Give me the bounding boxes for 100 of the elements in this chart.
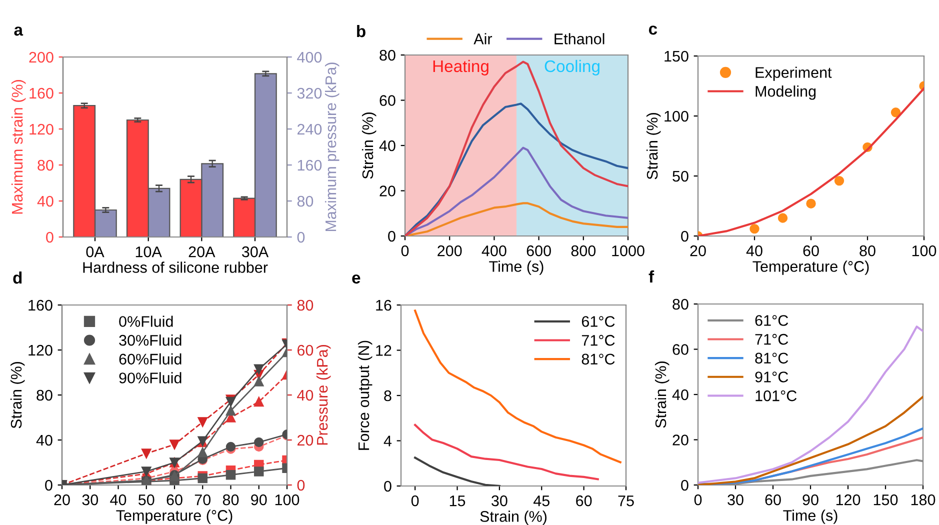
legend-label: Experiment: [756, 66, 832, 81]
y2-tick-label: 0: [297, 480, 305, 491]
legend-label: 81°C: [755, 352, 788, 364]
x-tick-label: 40: [746, 245, 762, 256]
y2-tick-label: 160: [298, 160, 322, 171]
y2-tick-label: 240: [297, 124, 322, 135]
legend-label: Ethanol: [554, 33, 604, 44]
x-tick-label: 15: [450, 496, 466, 506]
x-tick-label: 30: [492, 495, 508, 506]
legend-label: Modeling: [756, 86, 816, 100]
x-tick-label: 1000: [612, 245, 644, 256]
y2-tick-label: 40: [297, 390, 314, 401]
y-tick-label: 40: [672, 389, 688, 400]
y-tick-label: 20: [380, 186, 396, 196]
x-tick-label: 800: [571, 245, 596, 256]
x-tick-label: 0: [411, 495, 419, 506]
x-tick-label: 50: [138, 494, 154, 506]
y-tick-label: 20: [672, 434, 688, 446]
y-tick-label: 40: [36, 434, 52, 446]
chart-title: c: [648, 26, 658, 35]
x-tick-label: 30A: [242, 246, 269, 258]
band-label: Cooling: [544, 60, 600, 76]
x-axis-title: Time (s): [783, 510, 838, 524]
x-tick-label: 20: [54, 494, 70, 506]
x-tick-label: 150: [874, 494, 898, 506]
x-tick-label: 90: [802, 494, 818, 506]
legend-label: 61°C: [582, 316, 615, 327]
band-label: Heating: [433, 60, 488, 76]
x-tick-label: 0: [401, 245, 409, 256]
y-axis-title: Maximum strain (%): [11, 80, 26, 214]
y-tick-label: 16: [376, 300, 392, 311]
legend-label: 91°C: [755, 372, 788, 382]
x-tick-label: 60: [166, 494, 182, 506]
x-tick-label: 80: [860, 245, 876, 256]
y-tick-label: 100: [664, 110, 688, 122]
y2-axis-title: Maximum pressure (kPa): [324, 62, 340, 232]
y-tick-label: 60: [672, 344, 688, 355]
x-tick-label: 70: [194, 494, 211, 506]
x-axis-title: Temperature (°C): [116, 510, 232, 524]
x-tick-label: 60: [765, 494, 781, 506]
y2-tick-label: 0: [297, 232, 305, 243]
y2-axis-title: Pressure (kPa): [316, 345, 331, 445]
y-tick-label: 50: [672, 170, 688, 182]
chart-title: f: [648, 270, 654, 282]
x-tick-label: 40: [110, 494, 126, 506]
x-tick-label: 80: [222, 494, 239, 506]
legend-label: 81°C: [582, 354, 615, 365]
y-tick-label: 0: [45, 480, 52, 491]
x-tick-label: 20A: [188, 246, 216, 258]
legend-label: 71°C: [582, 334, 615, 346]
chart-title: e: [352, 274, 360, 284]
y-tick-label: 80: [38, 160, 54, 171]
x-tick-label: 45: [533, 496, 550, 506]
x-tick-label: 120: [836, 494, 860, 506]
x-tick-label: 180: [911, 494, 936, 506]
y-tick-label: 8: [384, 390, 392, 402]
x-tick-label: 75: [618, 496, 634, 506]
y2-tick-label: 400: [297, 52, 322, 63]
chart-title: d: [13, 271, 22, 284]
x-tick-label: 10A: [136, 246, 162, 258]
y-tick-label: 40: [379, 140, 396, 152]
y-tick-label: 150: [664, 50, 688, 62]
y-tick-label: 60: [380, 95, 396, 106]
y-tick-label: 200: [29, 52, 54, 63]
x-tick-label: 0A: [86, 246, 104, 258]
y2-tick-label: 60: [298, 344, 314, 356]
y2-tick-label: 80: [297, 196, 314, 207]
y2-tick-label: 20: [297, 434, 314, 446]
x-tick-label: 600: [526, 245, 551, 256]
x-tick-label: 100: [912, 245, 936, 256]
y-tick-label: 4: [384, 436, 392, 446]
legend-label: 60%Fluid: [119, 353, 182, 365]
y-tick-label: 80: [36, 390, 52, 401]
legend-label: 30%Fluid: [119, 334, 182, 346]
x-tick-label: 400: [482, 245, 506, 256]
y-tick-label: 0: [384, 480, 392, 492]
y-tick-label: 160: [30, 88, 54, 99]
x-tick-label: 20: [690, 245, 706, 256]
x-tick-label: 200: [438, 245, 462, 256]
y-tick-label: 0: [681, 480, 688, 491]
y-tick-label: 0: [681, 230, 688, 242]
x-axis-title: Hardness of silicone rubber: [83, 262, 268, 273]
y-tick-label: 40: [37, 196, 54, 207]
x-tick-label: 0: [694, 494, 702, 506]
y-tick-label: 80: [672, 298, 688, 310]
legend-label: 101°C: [756, 390, 797, 402]
y-tick-label: 12: [376, 345, 392, 356]
x-axis-title: Strain (%): [480, 510, 547, 525]
legend-label: 90%Fluid: [119, 372, 182, 384]
legend-label: 71°C: [755, 334, 788, 345]
x-axis-title: Temperature (°C): [752, 260, 869, 275]
y-tick-label: 120: [28, 344, 52, 356]
y-tick-label: 120: [30, 124, 54, 135]
y-axis-title: Strain (%): [654, 361, 670, 428]
x-tick-label: 60: [803, 245, 819, 256]
chart-title: a: [14, 26, 24, 36]
legend-label: 0%Fluid: [119, 316, 173, 327]
x-tick-label: 60: [576, 495, 592, 506]
x-axis-title: Time (s): [489, 260, 544, 275]
y-tick-label: 80: [380, 50, 396, 61]
